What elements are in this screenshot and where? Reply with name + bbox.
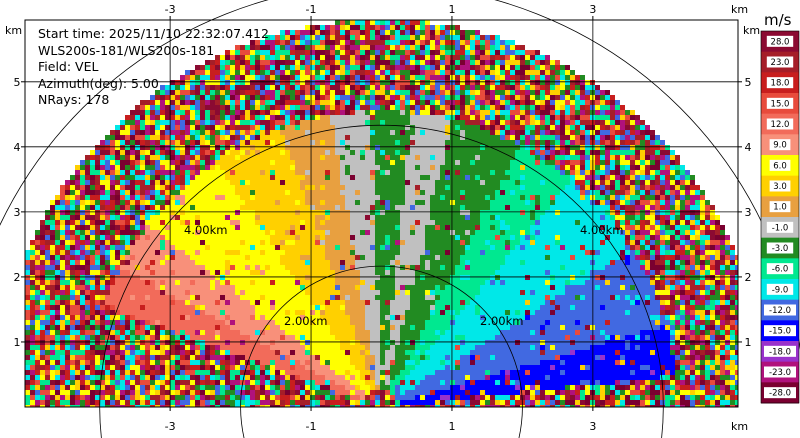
x-tick-label-top: 1 <box>448 3 455 16</box>
colorbar-label: -12.0 <box>769 306 791 316</box>
colorbar-label: -1.0 <box>772 223 789 233</box>
field-name: Field: VEL <box>38 59 98 74</box>
grid-lines <box>25 20 738 407</box>
colorbar-unit: m/s <box>764 11 792 29</box>
colorbar-label: 6.0 <box>773 161 787 171</box>
y-unit-right: km <box>743 24 760 37</box>
ring-label-2km-right: 2.00km <box>480 314 523 328</box>
info-block: Start time: 2025/11/10 22:32:07.412 WLS2… <box>38 26 269 107</box>
colorbar-label: 9.0 <box>773 141 787 151</box>
colorbar-label: 28.0 <box>771 37 790 47</box>
ring-label-4km-left: 4.00km <box>184 223 227 237</box>
colorbar-label: -6.0 <box>772 265 789 275</box>
colorbar-label: 3.0 <box>773 182 787 192</box>
y-tick-label-right: 2 <box>745 271 752 284</box>
x-tick-label-top: -3 <box>165 3 176 16</box>
start-time: Start time: 2025/11/10 22:32:07.412 <box>38 26 269 41</box>
y-tick-label-right: 5 <box>745 76 752 89</box>
y-tick-label-left: 3 <box>14 206 21 219</box>
x-tick-label-bottom: 3 <box>589 420 596 433</box>
colorbar-label: 18.0 <box>771 79 790 89</box>
colorbar-label: -9.0 <box>772 285 789 295</box>
colorbar-label: 15.0 <box>771 99 790 109</box>
colorbar-label: 12.0 <box>771 120 790 130</box>
colorbar-label: -18.0 <box>769 347 791 357</box>
instrument-name: WLS200s-181/WLS200s-181 <box>38 43 214 58</box>
x-tick-label-top: -1 <box>306 3 317 16</box>
x-tick-label-top: 3 <box>589 3 596 16</box>
y-tick-label-left: 4 <box>14 141 21 154</box>
y-tick-label-right: 1 <box>745 336 752 349</box>
nrays-value: NRays: 178 <box>38 92 109 107</box>
x-tick-label-bottom: -3 <box>165 420 176 433</box>
x-unit-top: km <box>731 3 748 16</box>
y-tick-label-right: 4 <box>745 141 752 154</box>
x-unit-bottom: km <box>731 420 748 433</box>
colorbar-label: -3.0 <box>772 244 789 254</box>
y-unit-left: km <box>5 24 22 37</box>
colorbar-label: 23.0 <box>771 58 790 68</box>
colorbar: 28.0 23.0 18.0 15.0 12.0 9.0 6.0 3.0 1.0 -1.0 -3.0… <box>760 30 800 404</box>
x-tick-label-bottom: -1 <box>306 420 317 433</box>
x-tick-label-bottom: 1 <box>448 420 455 433</box>
colorbar-label: -15.0 <box>769 327 791 337</box>
ring-label-4km-right: 4.00km <box>580 223 623 237</box>
axis-ticks: -3 -3 -1 -1 1 1 3 3 1 1 2 2 3 3 4 4 5 5 <box>14 3 752 433</box>
y-tick-label-left: 1 <box>14 336 21 349</box>
ring-label-2km-left: 2.00km <box>284 314 327 328</box>
velocity-field <box>25 20 738 407</box>
y-tick-label-left: 2 <box>14 271 21 284</box>
azimuth-value: Azimuth(deg): 5.00 <box>38 76 159 91</box>
y-tick-label-right: 3 <box>745 206 752 219</box>
y-tick-label-left: 5 <box>14 76 21 89</box>
colorbar-label: 1.0 <box>773 203 787 213</box>
colorbar-label: -23.0 <box>769 368 791 378</box>
colorbar-label: -28.0 <box>769 389 791 399</box>
